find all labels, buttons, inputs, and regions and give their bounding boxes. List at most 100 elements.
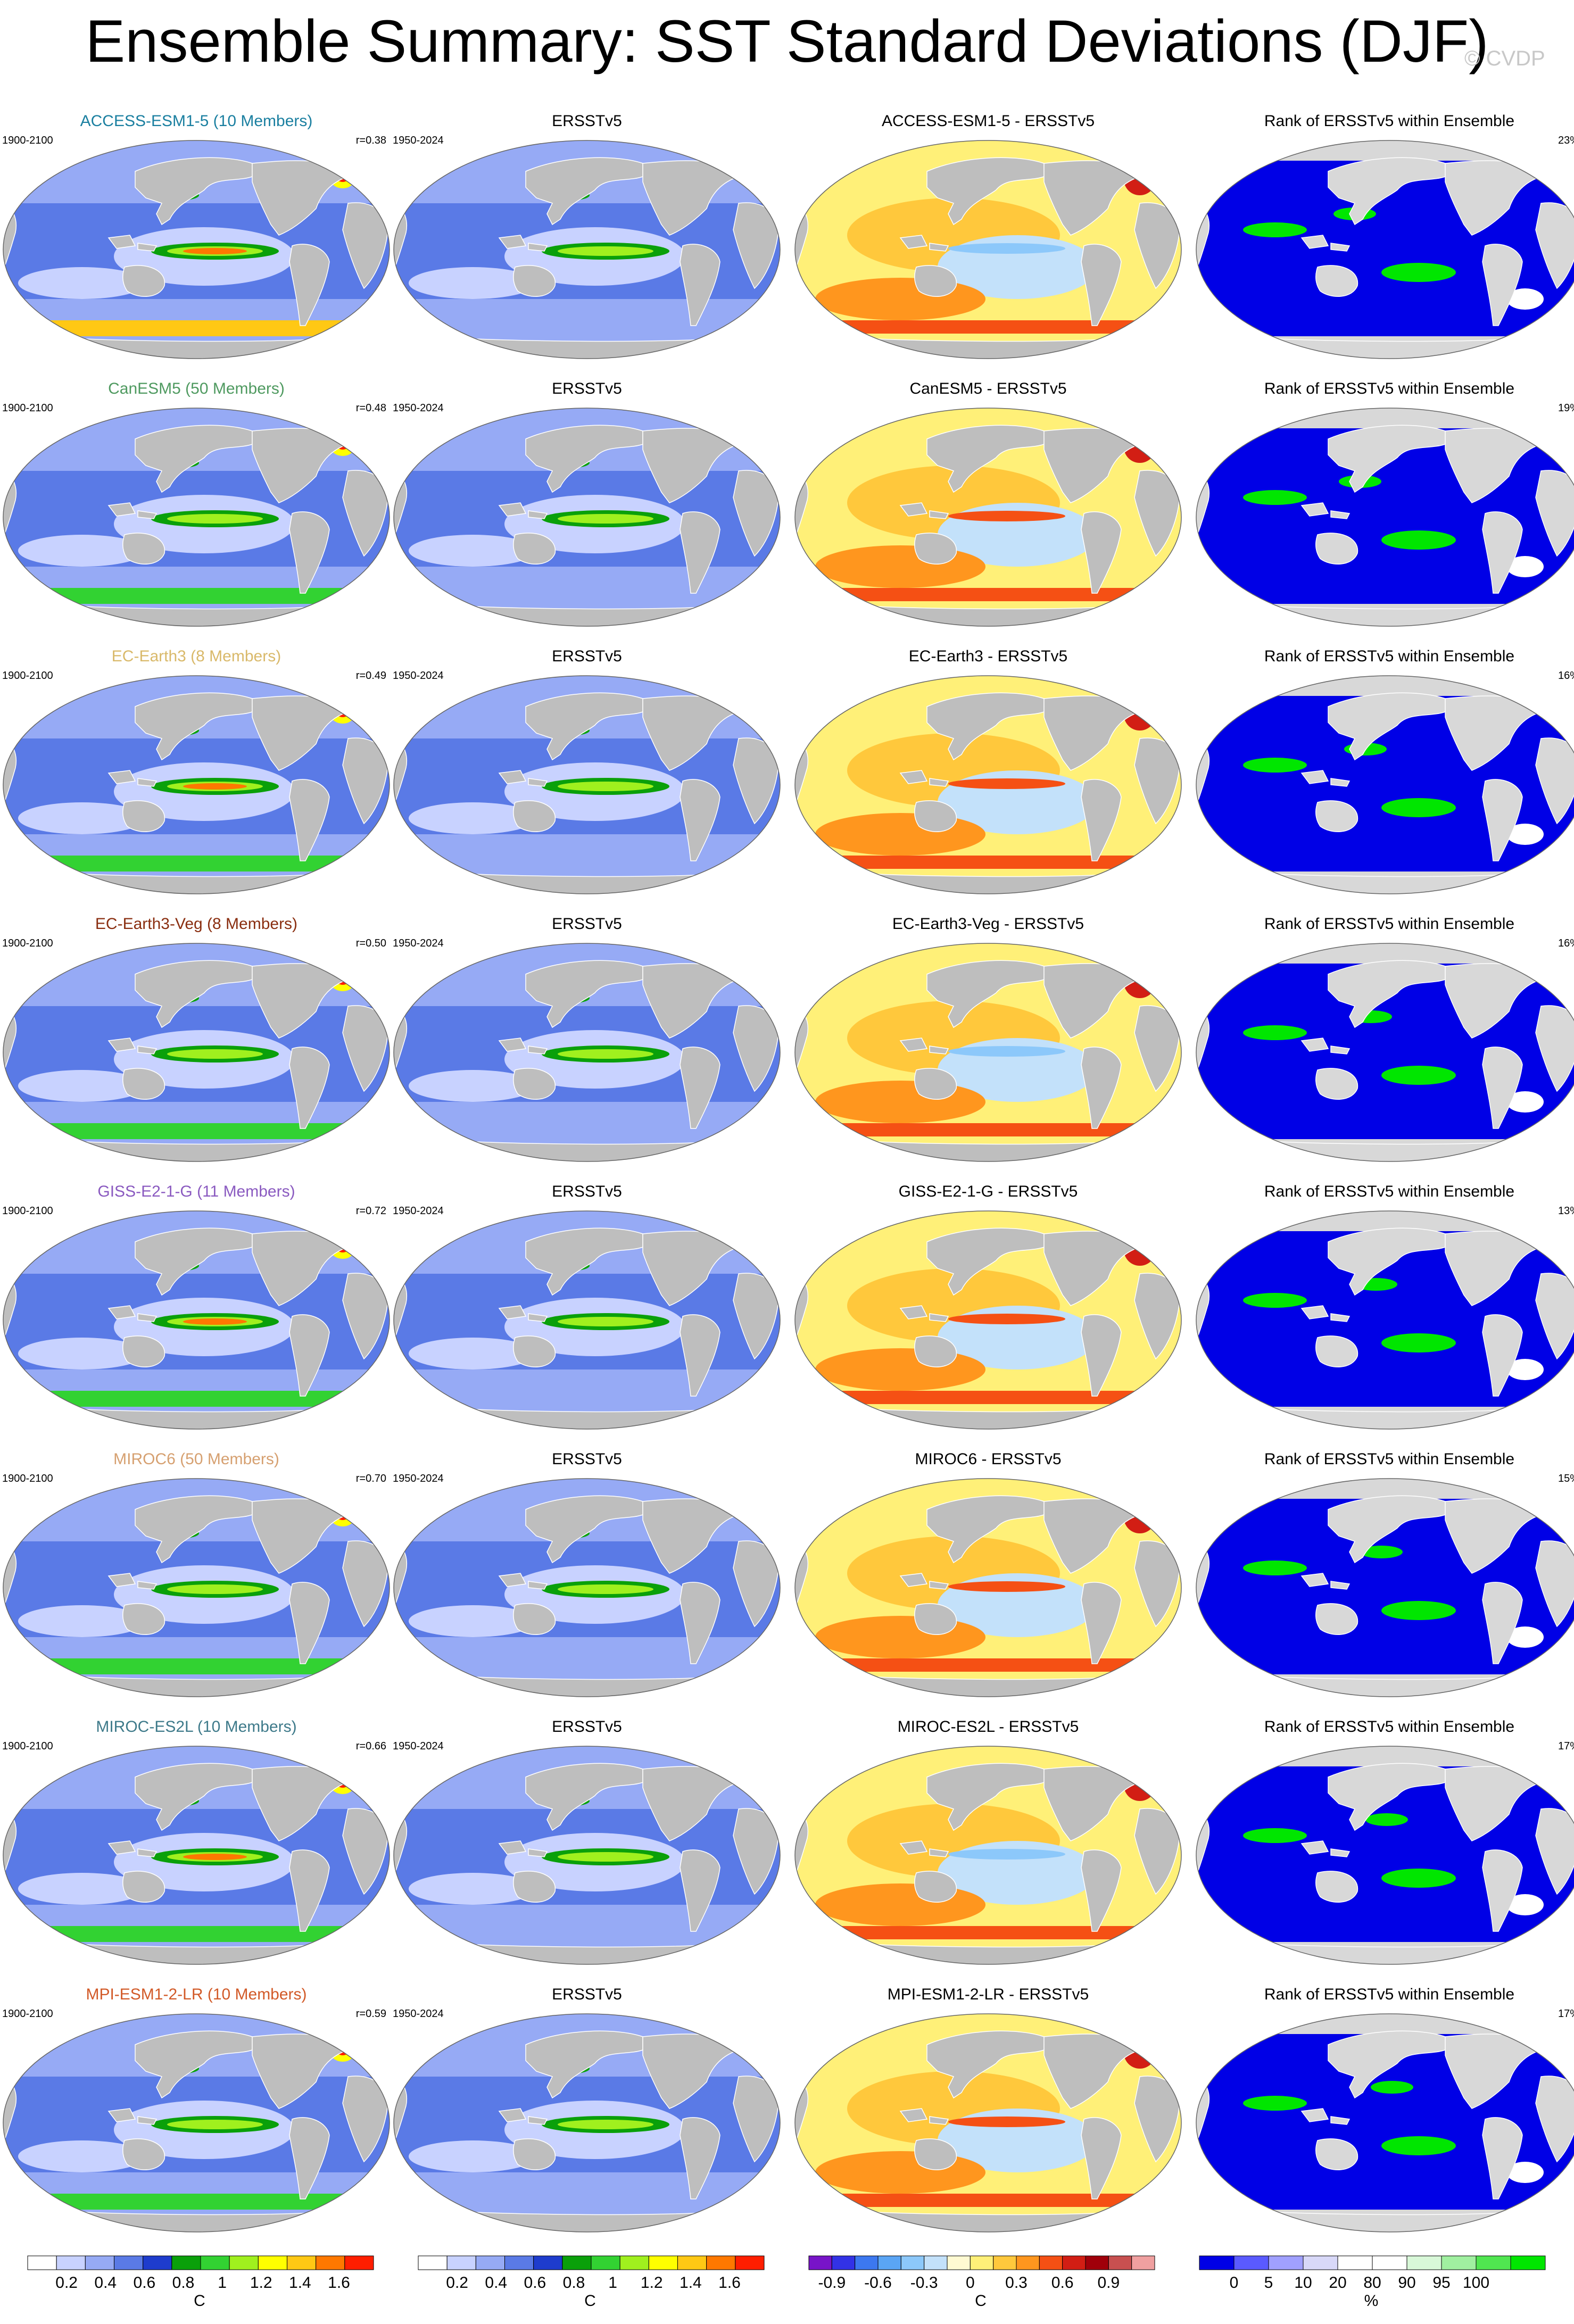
obs-panel-title: ERSSTv5 [552, 915, 622, 933]
rank-percent-label: 15% [1558, 1473, 1574, 1484]
rank-panel: Rank of ERSSTv5 within Ensemble 19% [1195, 379, 1574, 629]
rank-panel-title: Rank of ERSSTv5 within Ensemble [1264, 1986, 1515, 2003]
obs-panel: ERSSTv5 1950-2024 [393, 1985, 781, 2235]
diff-panel-title: ACCESS-ESM1-5 - ERSSTv5 [881, 112, 1095, 130]
rank-map [1196, 140, 1574, 359]
obs-panel-title: ERSSTv5 [552, 1718, 622, 1736]
diff-map [794, 140, 1182, 359]
period-label: 1900-2100 [2, 402, 53, 414]
colorbar-swatch [258, 2255, 288, 2270]
model-map [3, 1746, 390, 1965]
obs-map [393, 1746, 781, 1965]
rank-panel: Rank of ERSSTv5 within Ensemble 15% [1195, 1450, 1574, 1700]
colorbar-swatch [677, 2255, 707, 2270]
colorbar-swatch [85, 2255, 115, 2270]
colorbar-unit-label: C [975, 2292, 987, 2310]
colorbar-tick-label: 0.8 [172, 2274, 195, 2292]
colorbar-swatch [808, 2255, 832, 2270]
model-map [3, 1478, 390, 1697]
colorbar-tick-label: 1 [608, 2274, 617, 2292]
colorbar-tick-label: 1.4 [680, 2274, 702, 2292]
diff-panel-title: MIROC-ES2L - ERSSTv5 [897, 1718, 1079, 1736]
period-label: 1900-2100 [2, 1473, 53, 1484]
page-title: Ensemble Summary: SST Standard Deviation… [85, 8, 1489, 74]
diff-map [794, 2013, 1182, 2232]
rank-percent-label: 17% [1558, 2008, 1574, 2020]
diff-panel: GISS-E2-1-G - ERSSTv5 [794, 1182, 1182, 1432]
colorbar-tick-label: 5 [1264, 2274, 1273, 2292]
obs-panel: ERSSTv5 1950-2024 [393, 379, 781, 629]
colorbar-tick-label: 0 [1229, 2274, 1239, 2292]
colorbar-tick-label: -0.3 [910, 2274, 938, 2292]
diff-panel: CanESM5 - ERSSTv5 [794, 379, 1182, 629]
colorbar-swatch [316, 2255, 345, 2270]
period-label: 1900-2100 [2, 670, 53, 682]
colorbar-swatch [1476, 2255, 1511, 2270]
rank-percent-label: 19% [1558, 402, 1574, 414]
diff-panel: ACCESS-ESM1-5 - ERSSTv5 [794, 112, 1182, 362]
period-label: 1950-2024 [393, 937, 444, 949]
colorbar-swatch [504, 2255, 534, 2270]
period-label: 1950-2024 [393, 1740, 444, 1752]
rank-panel: Rank of ERSSTv5 within Ensemble 16% [1195, 647, 1574, 897]
correlation-label: r=0.50 [355, 937, 386, 949]
colorbar-swatch [706, 2255, 736, 2270]
rank-panel: Rank of ERSSTv5 within Ensemble 17% [1195, 1717, 1574, 1968]
colorbar-swatch [648, 2255, 678, 2270]
correlation-label: r=0.72 [355, 1205, 386, 1217]
period-label: 1950-2024 [393, 2008, 444, 2020]
model-panel-title: EC-Earth3 (8 Members) [111, 648, 281, 665]
period-label: 1950-2024 [393, 670, 444, 682]
obs-panel: ERSSTv5 1950-2024 [393, 1717, 781, 1968]
period-label: 1900-2100 [2, 135, 53, 146]
correlation-label: r=0.49 [355, 670, 386, 682]
colorbar-swatch [924, 2255, 948, 2270]
model-panel: MPI-ESM1-2-LR (10 Members) 1900-2100 r=0.5… [2, 1985, 391, 2235]
rank-map [1196, 2013, 1574, 2232]
model-map [3, 408, 390, 627]
period-label: 1900-2100 [2, 937, 53, 949]
rank-panel-title: Rank of ERSSTv5 within Ensemble [1264, 112, 1515, 130]
colorbar-swatch [344, 2255, 374, 2270]
colorbar-unit-label: C [194, 2292, 205, 2310]
obs-map [393, 140, 781, 359]
colorbar-tick-label: 10 [1294, 2274, 1312, 2292]
diff-map [794, 1746, 1182, 1965]
colorbar-swatch [114, 2255, 144, 2270]
colorbar-unit-label: % [1364, 2292, 1379, 2310]
colorbar-swatch [1199, 2255, 1235, 2270]
rank-panel: Rank of ERSSTv5 within Ensemble 23% [1195, 112, 1574, 362]
colorbar-tick-label: 1.2 [250, 2274, 272, 2292]
colorbar-swatch [418, 2255, 448, 2270]
rank-map [1196, 943, 1574, 1162]
period-label: 1950-2024 [393, 402, 444, 414]
obs-map [393, 408, 781, 627]
model-panel-title: CanESM5 (50 Members) [108, 380, 285, 397]
rank-panel: Rank of ERSSTv5 within Ensemble 13% [1195, 1182, 1574, 1432]
rank-map [1196, 1478, 1574, 1697]
period-label: 1900-2100 [2, 1205, 53, 1217]
rank-map [1196, 1746, 1574, 1965]
model-panel-title: GISS-E2-1-G (11 Members) [97, 1183, 295, 1200]
colorbar-tick-label: 1 [218, 2274, 227, 2292]
colorbar-tick-label: 100 [1462, 2274, 1490, 2292]
correlation-label: r=0.70 [355, 1473, 386, 1484]
model-map [3, 1210, 390, 1430]
rank-percent-label: 23% [1558, 135, 1574, 146]
rank-panel-title: Rank of ERSSTv5 within Ensemble [1264, 1183, 1515, 1200]
colorbar-tick-label: 20 [1329, 2274, 1347, 2292]
credit-label: © CVDP [1464, 47, 1545, 70]
diff-map [794, 675, 1182, 894]
colorbar-swatch [1016, 2255, 1040, 2270]
colorbar-tick-label: 80 [1363, 2274, 1381, 2292]
colorbar-swatch [143, 2255, 172, 2270]
colorbar-swatch [855, 2255, 879, 2270]
rank-percent-label: 17% [1558, 1740, 1574, 1752]
obs-map [393, 1478, 781, 1697]
colorbar-swatch [1039, 2255, 1063, 2270]
rank-panel-title: Rank of ERSSTv5 within Ensemble [1264, 1450, 1515, 1468]
colorbar-tick-label: 95 [1432, 2274, 1451, 2292]
colorbar-swatch [1510, 2255, 1546, 2270]
rank-percent-label: 13% [1558, 1205, 1574, 1217]
obs-panel-title: ERSSTv5 [552, 1986, 622, 2003]
